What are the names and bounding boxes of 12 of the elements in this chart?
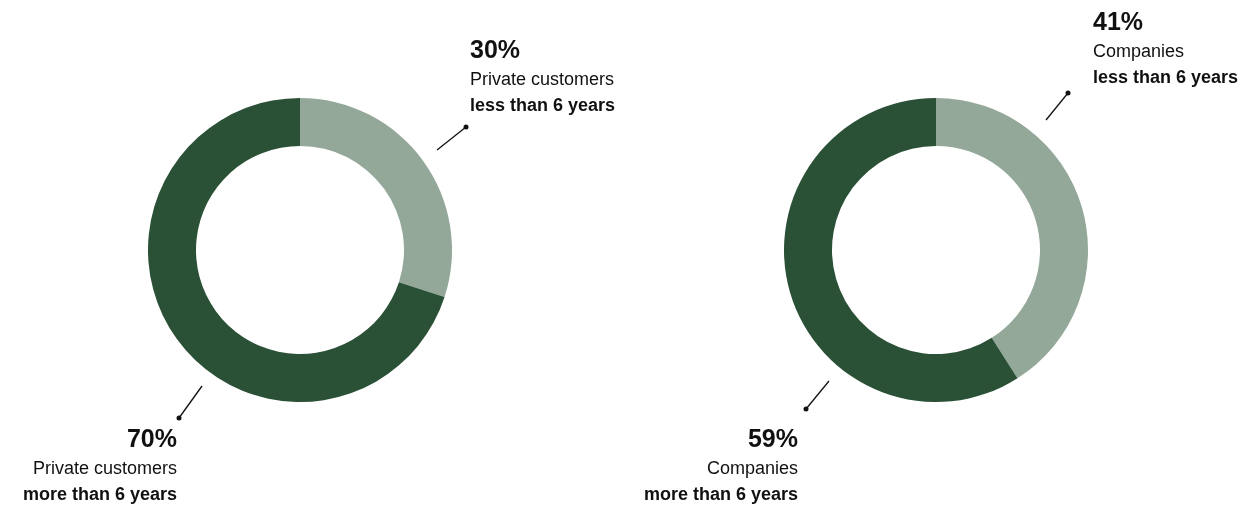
- slice-label: Companies more than 6 years: [643, 458, 798, 504]
- data-label: 70%: [126, 424, 177, 452]
- slice-label: Companies less than 6 years: [1093, 41, 1239, 87]
- slice-label: Private customers less than 6 years: [470, 69, 616, 115]
- data-label: 41%: [1093, 7, 1144, 35]
- donut-slice: [784, 98, 1018, 402]
- donut-slice: [936, 98, 1088, 379]
- donut-slice: [300, 98, 452, 297]
- donut-slice: [148, 98, 445, 402]
- data-label: 30%: [470, 35, 521, 63]
- slice-label: Private customers more than 6 years: [22, 458, 177, 504]
- data-label: 59%: [747, 424, 798, 452]
